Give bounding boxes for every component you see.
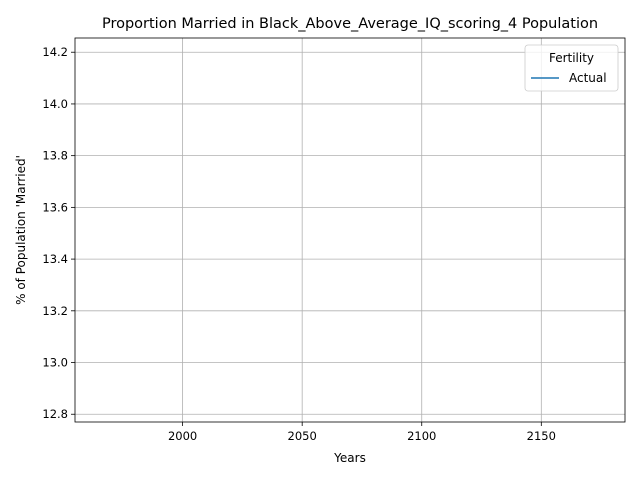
x-axis-label: Years [333,451,366,465]
y-tick-label: 13.2 [42,304,68,318]
y-tick-label: 13.4 [42,252,68,266]
x-tick-label: 2050 [288,429,317,443]
x-tick-label: 2150 [527,429,556,443]
x-tick-label: 2100 [407,429,436,443]
y-tick-label: 14.0 [42,97,68,111]
legend-label-actual: Actual [569,71,607,85]
y-tick-label: 13.0 [42,356,68,370]
y-tick-label: 13.8 [42,149,68,163]
x-tick-label: 2000 [168,429,197,443]
legend-title: Fertility [549,51,594,65]
y-tick-label: 14.2 [42,45,68,59]
y-tick-label: 12.8 [42,407,68,421]
chart-title: Proportion Married in Black_Above_Averag… [102,16,598,32]
y-tick-label: 13.6 [42,200,68,214]
legend: Fertility Actual [525,45,618,91]
y-axis-label: % of Population 'Married' [14,155,28,305]
